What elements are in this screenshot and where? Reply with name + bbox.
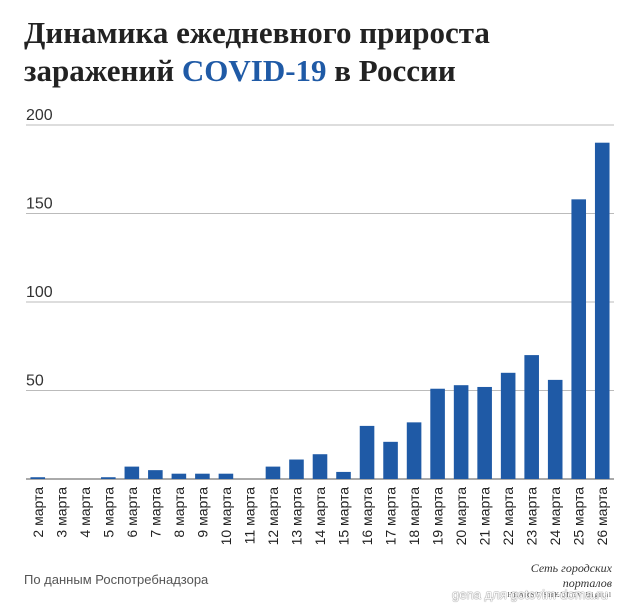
x-tick-label: 25 марта: [571, 487, 587, 546]
logo-sub-text: HEARST SHKULEV Digital: [507, 591, 612, 599]
x-tick-label: 11 марта: [241, 487, 257, 545]
x-tick-label: 20 марта: [453, 487, 469, 546]
bar: [524, 355, 539, 479]
x-tick-label: 9 марта: [194, 487, 210, 538]
bar: [430, 388, 445, 479]
x-tick-label: 2 марта: [30, 487, 46, 538]
x-tick-label: 24 марта: [547, 487, 563, 546]
x-tick-label: 13 марта: [288, 487, 304, 546]
x-tick-label: 18 марта: [406, 487, 422, 546]
bar: [195, 473, 210, 479]
x-tick-label: 19 марта: [430, 487, 446, 546]
bar: [336, 471, 351, 479]
bar: [406, 422, 422, 479]
source-note: По данным Роспотребнадзора: [24, 572, 209, 587]
bar: [500, 372, 516, 479]
bar: [289, 459, 304, 479]
x-tick-label: 6 марта: [124, 487, 140, 538]
bar: [312, 454, 328, 479]
x-tick-label: 12 марта: [265, 487, 281, 546]
x-axis-labels: 2 марта 3 марта 4 марта 5 марта 6 марта 7 мар…: [30, 487, 610, 546]
x-tick-label: 26 марта: [594, 487, 610, 546]
bar: [218, 473, 234, 479]
x-tick-label: 14 марта: [312, 487, 328, 546]
title-text-end: в России: [326, 53, 456, 88]
bar: [571, 199, 587, 479]
y-tick-label: 50: [26, 373, 44, 390]
bar-chart: 50 100 150 200 2 марта 3 марта 4 марта 5 марта…: [26, 107, 614, 546]
bar: [547, 379, 563, 479]
bar: [124, 466, 140, 479]
publisher-logo: Сеть городских порталов HEARST SHKULEV D…: [482, 561, 612, 599]
x-tick-label: 15 марта: [336, 487, 352, 546]
x-tick-label: 4 марта: [77, 487, 93, 538]
y-tick-label: 200: [26, 107, 53, 124]
bar: [359, 425, 375, 479]
logo-main-text: Сеть городских порталов: [530, 561, 612, 590]
bar: [383, 441, 398, 479]
bar: [30, 477, 46, 479]
x-tick-label: 17 марта: [383, 487, 399, 546]
watermark: gena для gotovim-doma.ru: [452, 587, 608, 602]
title-text: Динамика ежедневного прироста заражений: [24, 15, 490, 88]
bars: [30, 142, 610, 479]
bar: [265, 466, 281, 479]
title-accent: COVID-19: [181, 53, 327, 88]
bar: [148, 470, 163, 479]
x-tick-label: 16 марта: [359, 487, 375, 546]
x-tick-label: 21 марта: [477, 487, 493, 546]
bar: [453, 385, 469, 479]
x-tick-label: 10 марта: [218, 487, 234, 546]
y-tick-label: 150: [26, 196, 53, 213]
bar: [171, 473, 187, 479]
x-tick-label: 22 марта: [500, 487, 516, 546]
bar: [101, 477, 116, 479]
chart-title: Динамика ежедневного прироста заражений …: [24, 14, 624, 90]
x-tick-label: 5 марта: [100, 487, 116, 538]
bar: [477, 386, 492, 479]
bar: [594, 142, 610, 479]
x-tick-label: 3 марта: [53, 487, 69, 538]
y-tick-label: 100: [26, 284, 53, 301]
x-tick-label: 7 марта: [147, 487, 163, 538]
x-tick-label: 23 марта: [524, 487, 540, 546]
x-tick-label: 8 марта: [171, 487, 187, 538]
